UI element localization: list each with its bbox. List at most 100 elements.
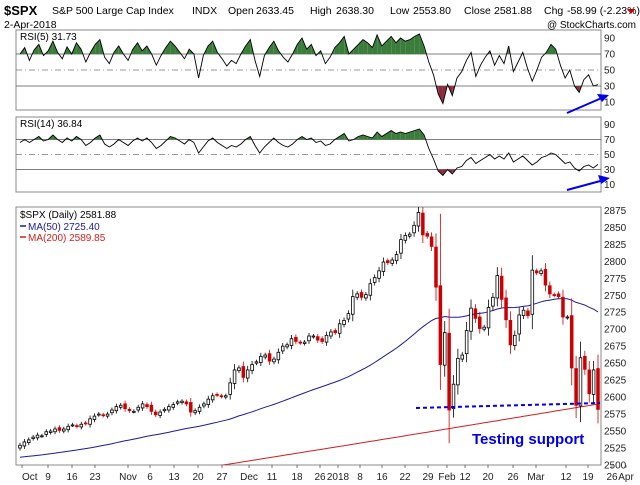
candle bbox=[162, 407, 167, 413]
candle bbox=[368, 278, 373, 301]
candle bbox=[526, 307, 530, 319]
rsi14-fill bbox=[400, 132, 406, 140]
candle bbox=[145, 402, 149, 409]
candle bbox=[53, 426, 57, 435]
candle bbox=[31, 435, 35, 441]
ma50-line bbox=[19, 298, 599, 458]
high-value: 2638.30 bbox=[336, 5, 374, 17]
rsi5-fill bbox=[419, 34, 425, 54]
rsi5-fill bbox=[142, 46, 147, 54]
candle bbox=[289, 334, 294, 350]
candle bbox=[193, 408, 197, 416]
low-label: Low bbox=[390, 5, 410, 17]
candle bbox=[561, 289, 565, 325]
x-tick-label: 20 bbox=[192, 472, 204, 483]
candle bbox=[517, 307, 521, 342]
candle bbox=[478, 311, 482, 334]
watermark: @ StockCharts.com bbox=[547, 20, 636, 31]
candle bbox=[44, 429, 49, 437]
ma50-legend: MA(50) 2725.40 bbox=[28, 222, 100, 233]
candle bbox=[171, 402, 176, 410]
candle bbox=[565, 314, 570, 320]
candle bbox=[464, 321, 469, 363]
candle bbox=[276, 348, 281, 364]
rsi5-fill bbox=[381, 41, 387, 54]
rsi14-fill bbox=[339, 133, 345, 140]
candle bbox=[429, 232, 434, 251]
candle bbox=[521, 306, 526, 319]
candle bbox=[267, 349, 272, 366]
candle bbox=[307, 332, 311, 344]
candle bbox=[583, 350, 587, 375]
x-tick-label: 26 bbox=[606, 472, 618, 483]
rsi5-fill bbox=[377, 34, 382, 54]
price-tick-label: 2675 bbox=[604, 342, 627, 353]
index-name: S&P 500 Large Cap Index bbox=[52, 5, 175, 17]
candle bbox=[237, 365, 241, 374]
candle bbox=[355, 291, 359, 301]
candle bbox=[70, 422, 75, 427]
rsi5-fill bbox=[391, 36, 396, 54]
candle bbox=[438, 213, 443, 390]
rsi14-arrow bbox=[566, 175, 610, 191]
candle bbox=[158, 409, 162, 419]
support-line bbox=[415, 402, 601, 409]
candle bbox=[40, 433, 44, 438]
rsi5-title: RSI(5) 31.73 bbox=[20, 32, 77, 43]
candle bbox=[534, 268, 539, 276]
candle bbox=[578, 341, 583, 423]
x-tick-label: 27 bbox=[216, 472, 228, 483]
candle bbox=[543, 263, 548, 292]
candle bbox=[241, 361, 246, 383]
candle bbox=[219, 393, 224, 399]
low-value: 2553.80 bbox=[413, 5, 451, 17]
candle bbox=[399, 233, 403, 259]
candle bbox=[486, 299, 491, 336]
candle bbox=[351, 289, 355, 322]
rsi5-fill bbox=[551, 44, 556, 54]
price-tick-label: 2800 bbox=[604, 257, 627, 268]
candle bbox=[202, 401, 206, 409]
rsi14-tick-label: 50 bbox=[604, 150, 616, 161]
close-label: Close bbox=[464, 5, 491, 17]
price-tick-label: 2575 bbox=[604, 410, 627, 421]
candle bbox=[386, 258, 390, 265]
price-tick-label: 2650 bbox=[604, 359, 627, 370]
x-tick-label: 23 bbox=[89, 472, 101, 483]
candle bbox=[272, 356, 276, 365]
candle bbox=[132, 409, 136, 414]
rsi5-fill bbox=[438, 86, 443, 104]
candle bbox=[342, 317, 346, 328]
candle bbox=[175, 399, 180, 406]
candle bbox=[149, 401, 154, 415]
candle bbox=[189, 397, 193, 417]
price-tick-label: 2625 bbox=[604, 376, 627, 387]
rsi5-line bbox=[19, 33, 599, 105]
candle bbox=[412, 221, 416, 237]
rsi14-fill bbox=[405, 132, 411, 140]
candle bbox=[136, 404, 140, 413]
candle bbox=[311, 333, 316, 339]
candle bbox=[460, 352, 465, 363]
candle bbox=[184, 399, 189, 407]
candle bbox=[333, 328, 338, 335]
candle bbox=[499, 267, 504, 308]
rsi5-fill bbox=[76, 42, 82, 54]
candle bbox=[569, 298, 574, 386]
candle bbox=[407, 231, 412, 239]
candle bbox=[123, 400, 127, 412]
x-tick-label: 26 bbox=[314, 472, 326, 483]
symbol-label: $SPX bbox=[4, 3, 38, 18]
x-tick-label: 12 bbox=[459, 472, 471, 483]
candle bbox=[250, 360, 254, 375]
candle bbox=[197, 404, 202, 415]
candle bbox=[596, 354, 600, 424]
price-tick-label: 2825 bbox=[604, 240, 627, 251]
rsi14-tick-label: 10 bbox=[604, 180, 616, 191]
x-tick-label: 22 bbox=[399, 472, 411, 483]
candle bbox=[79, 421, 84, 430]
x-tick-label: 29 bbox=[422, 472, 434, 483]
x-tick-label: 2018 bbox=[327, 472, 350, 483]
x-tick-label: Feb bbox=[438, 472, 456, 483]
rsi5-fill bbox=[245, 39, 251, 54]
